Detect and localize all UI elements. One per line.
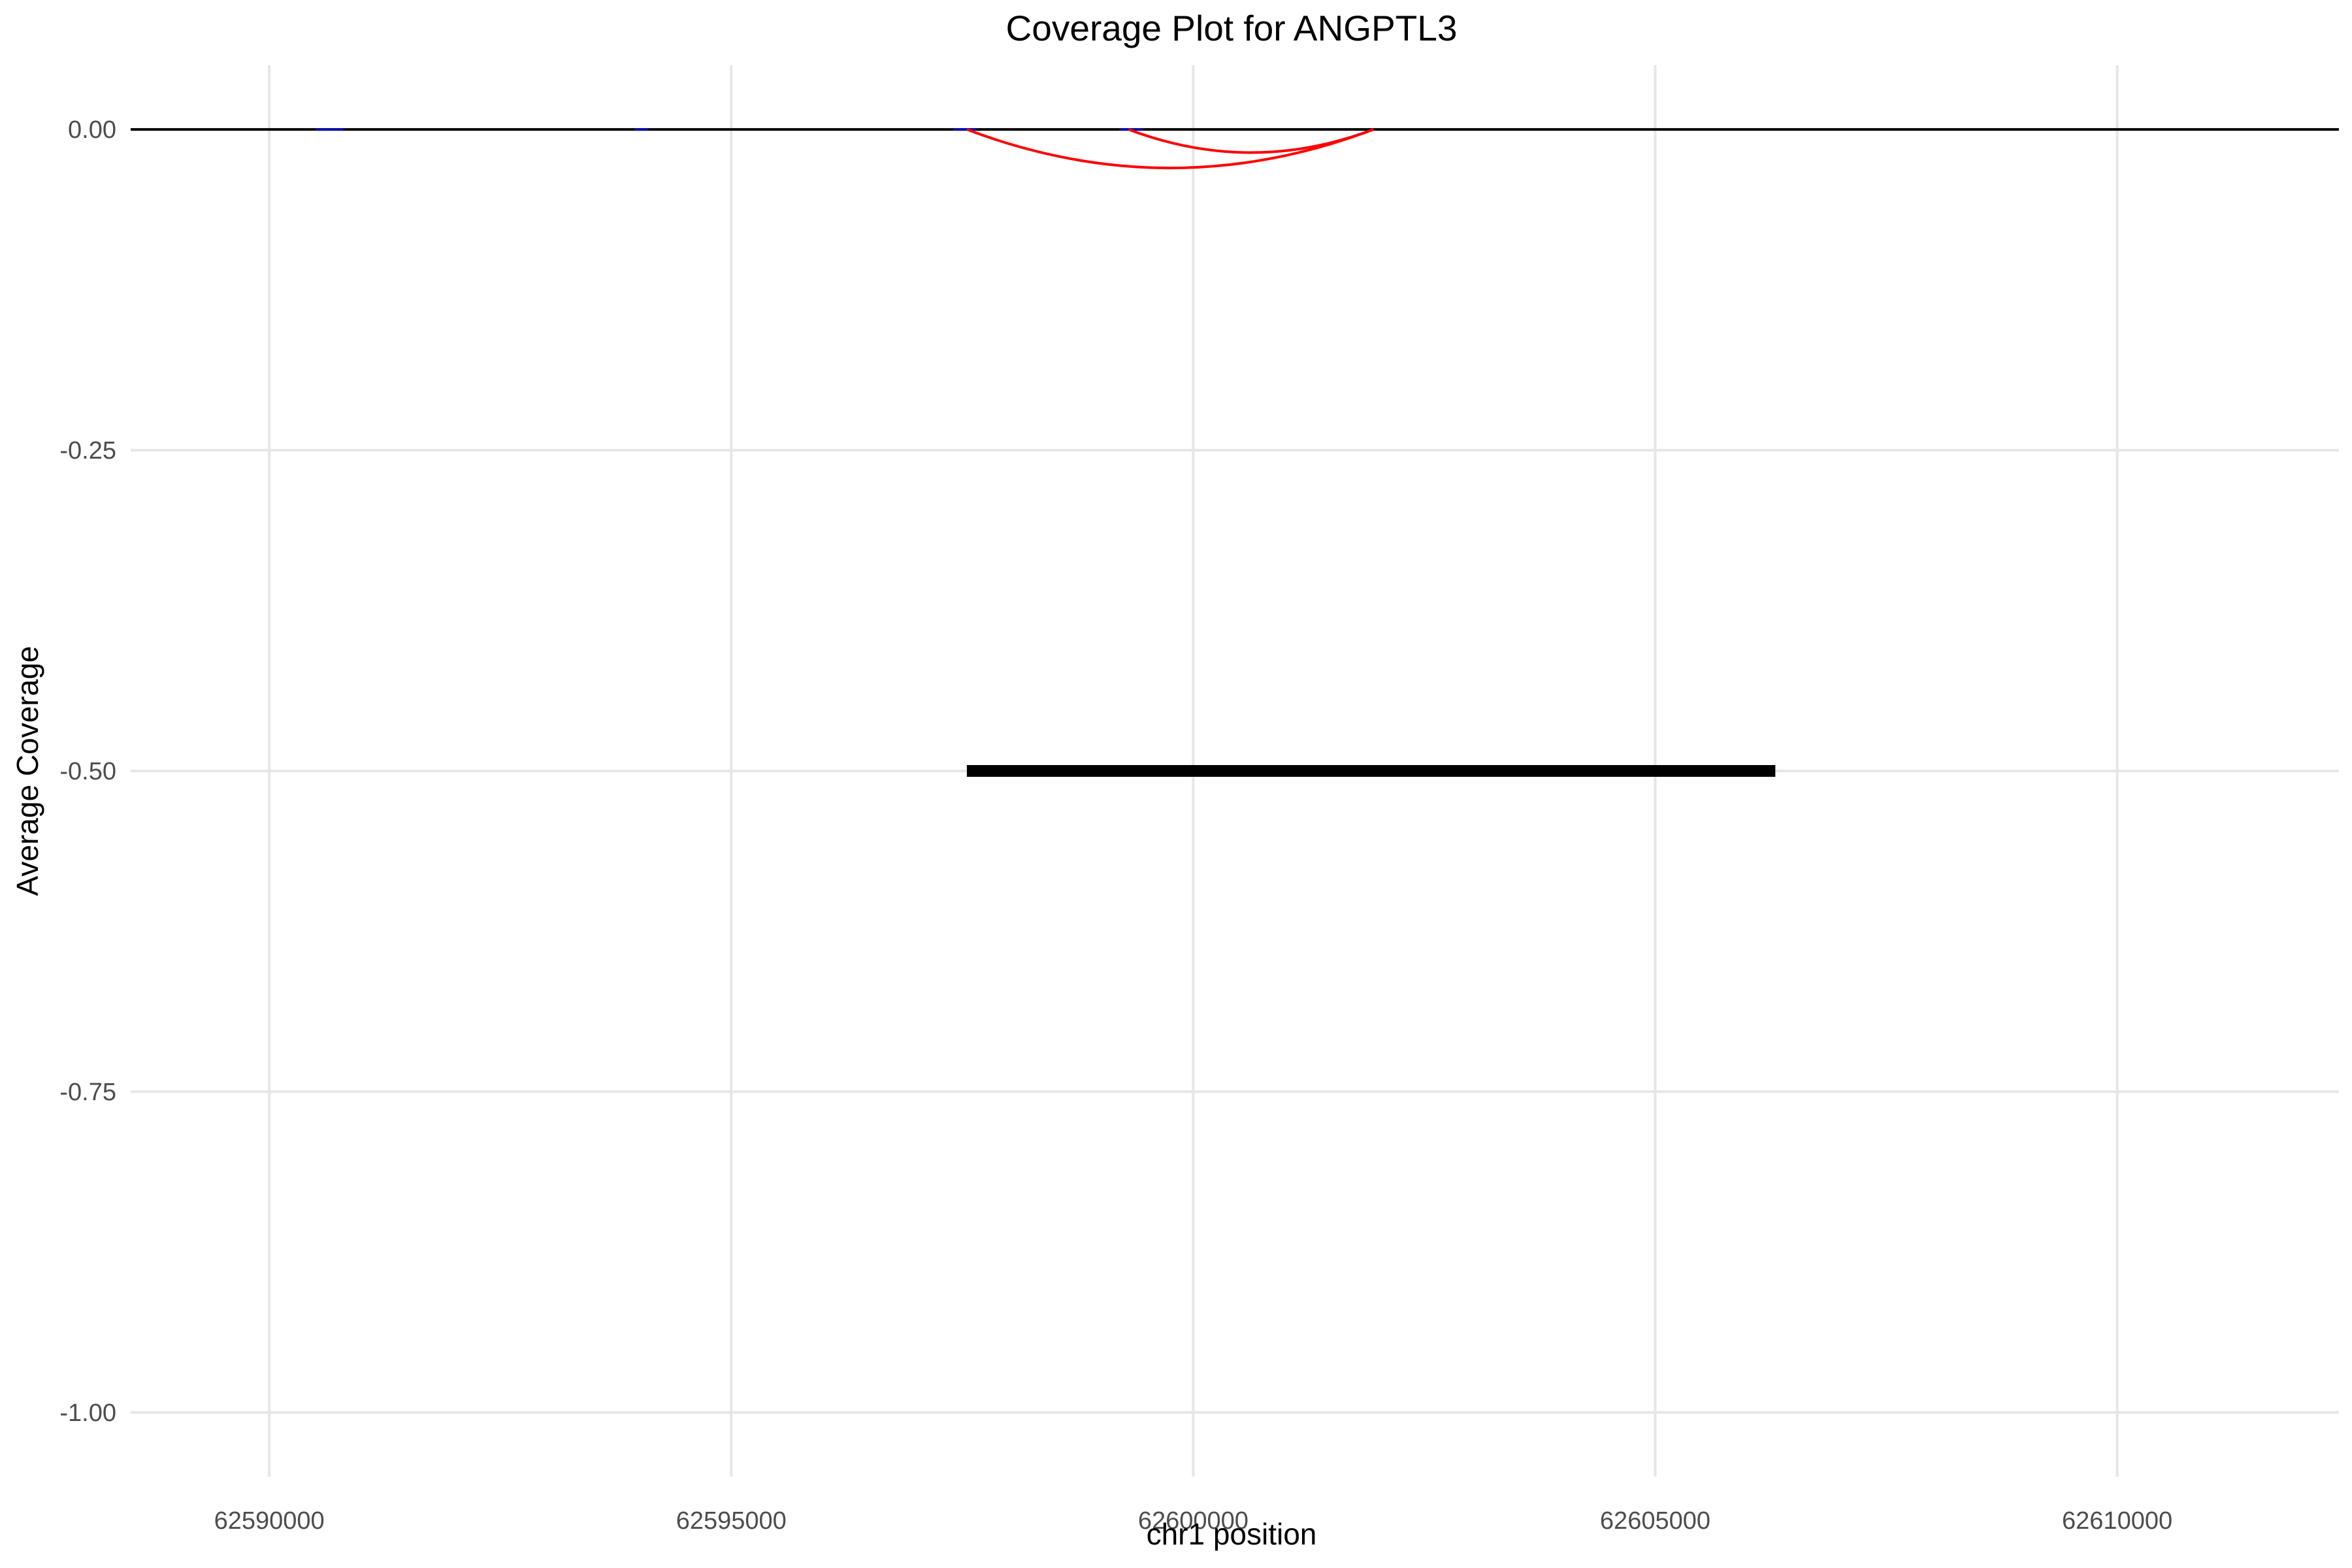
- x-tick-label: 62595000: [676, 1507, 787, 1535]
- x-tick-label: 62590000: [214, 1507, 325, 1535]
- y-tick-label: 0.00: [68, 116, 116, 144]
- y-tick-label: -0.25: [59, 437, 116, 465]
- chart-title: Coverage Plot for ANGPTL3: [1006, 8, 1458, 48]
- tick-labels: 62590000 62595000 62600000 62605000 62610000…: [59, 116, 2172, 1535]
- x-tick-label: 62610000: [2062, 1507, 2172, 1535]
- y-tick-label: -0.50: [59, 758, 116, 785]
- y-axis-title: Average Coverage: [10, 646, 44, 896]
- data-layer: [131, 128, 2339, 777]
- x-tick-label: 62605000: [1600, 1507, 1710, 1535]
- junction-arc: [1128, 128, 1374, 154]
- x-tick-label: 62600000: [1138, 1507, 1249, 1535]
- junction-arc: [966, 128, 1374, 170]
- y-tick-label: -0.75: [59, 1079, 116, 1106]
- x-axis-title: chr1 position: [1147, 1517, 1317, 1551]
- y-tick-label: -1.00: [59, 1399, 116, 1427]
